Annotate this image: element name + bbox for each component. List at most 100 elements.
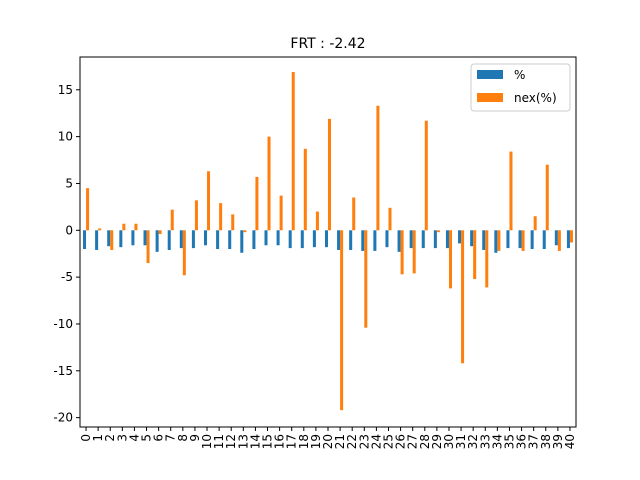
bar-nex-6	[158, 230, 162, 235]
bar-percent-39	[554, 230, 558, 246]
x-tick-label: 21	[333, 434, 347, 449]
bar-percent-18	[300, 230, 304, 249]
bar-nex-12	[231, 214, 235, 231]
bar-nex-9	[194, 200, 198, 231]
x-tick-label: 16	[273, 434, 287, 449]
bar-nex-20	[328, 118, 332, 231]
legend-swatch-nex	[477, 93, 503, 102]
bar-percent-19	[312, 230, 316, 248]
x-tick-label: 23	[357, 434, 371, 449]
bar-percent-20	[324, 230, 328, 248]
bar-nex-26	[400, 230, 404, 275]
x-tick-label: 5	[140, 434, 154, 442]
bar-nex-13	[243, 230, 247, 233]
bar-nex-16	[279, 195, 283, 231]
bar-percent-10	[204, 230, 208, 246]
bar-percent-27	[409, 230, 413, 249]
x-tick-label: 34	[490, 434, 504, 449]
bar-nex-11	[219, 203, 223, 231]
bar-percent-6	[155, 230, 159, 252]
chart-title: FRT : -2.42	[290, 36, 365, 52]
bar-percent-21	[337, 230, 341, 250]
bar-percent-37	[530, 230, 534, 250]
bar-percent-14	[252, 230, 256, 250]
bar-nex-4	[134, 223, 138, 231]
axes-layer: -20-15-10-505101501234567891011121314151…	[53, 56, 577, 449]
bar-nex-5	[146, 230, 150, 264]
bar-percent-25	[385, 230, 389, 248]
bar-percent-40	[566, 230, 570, 249]
bar-nex-18	[303, 148, 307, 231]
bar-percent-22	[349, 230, 353, 250]
bar-nex-38	[545, 164, 549, 231]
bar-nex-24	[376, 105, 380, 231]
x-tick-label: 12	[224, 434, 238, 449]
x-tick-label: 8	[176, 434, 190, 442]
bar-nex-37	[533, 216, 537, 231]
bar-percent-3	[119, 230, 123, 248]
bar-percent-34	[494, 230, 498, 253]
y-tick-label: -5	[61, 270, 73, 284]
x-tick-label: 32	[466, 434, 480, 449]
y-tick-label: -10	[53, 317, 73, 331]
y-tick-label: -20	[53, 411, 73, 425]
y-tick-label: -15	[53, 364, 73, 378]
bar-nex-34	[497, 230, 501, 251]
bar-nex-10	[207, 171, 211, 231]
x-tick-label: 33	[478, 434, 492, 449]
x-tick-label: 0	[79, 434, 93, 442]
bar-percent-16	[276, 230, 280, 246]
x-tick-label: 9	[188, 434, 202, 442]
bar-percent-35	[506, 230, 510, 249]
bar-percent-38	[542, 230, 546, 250]
bar-percent-5	[143, 230, 147, 246]
bar-nex-29	[436, 230, 440, 233]
bar-nex-30	[448, 230, 452, 289]
bar-nex-23	[364, 230, 368, 328]
y-tick-label: 10	[58, 130, 73, 144]
bar-percent-26	[397, 230, 401, 252]
bar-percent-0	[83, 230, 87, 250]
bar-nex-22	[352, 197, 356, 231]
bar-percent-8	[179, 230, 183, 249]
bar-percent-1	[95, 230, 99, 250]
x-tick-label: 38	[539, 434, 553, 449]
x-tick-label: 35	[502, 434, 516, 449]
x-tick-label: 27	[406, 434, 420, 449]
x-tick-label: 11	[212, 434, 226, 449]
x-tick-label: 13	[236, 434, 250, 449]
x-tick-label: 17	[285, 434, 299, 449]
x-tick-label: 6	[152, 434, 166, 442]
bar-nex-32	[473, 230, 477, 279]
x-tick-label: 18	[297, 434, 311, 449]
bar-percent-9	[191, 230, 195, 249]
bar-percent-36	[518, 230, 522, 249]
bar-percent-11	[216, 230, 220, 250]
x-tick-label: 26	[394, 434, 408, 449]
bar-nex-3	[122, 223, 126, 231]
bar-nex-14	[255, 176, 259, 231]
bars-layer	[83, 71, 573, 411]
x-tick-label: 24	[369, 434, 383, 449]
bar-nex-33	[485, 230, 489, 288]
bar-percent-28	[421, 230, 425, 249]
x-tick-label: 10	[200, 434, 214, 449]
bar-nex-39	[557, 230, 561, 251]
bar-nex-27	[412, 230, 416, 274]
x-tick-label: 15	[261, 434, 275, 449]
legend-label-percent: %	[514, 68, 525, 82]
bar-nex-15	[267, 136, 271, 231]
x-tick-label: 29	[430, 434, 444, 449]
bar-nex-17	[291, 71, 295, 231]
x-tick-label: 31	[454, 434, 468, 449]
bar-nex-25	[388, 207, 392, 231]
bar-nex-1	[98, 228, 102, 231]
x-tick-label: 1	[91, 434, 105, 442]
bar-percent-31	[458, 230, 462, 244]
bar-percent-2	[107, 230, 111, 247]
x-tick-label: 14	[248, 434, 262, 449]
y-tick-label: 15	[58, 83, 73, 97]
bar-percent-17	[288, 230, 292, 249]
x-tick-label: 19	[309, 434, 323, 449]
